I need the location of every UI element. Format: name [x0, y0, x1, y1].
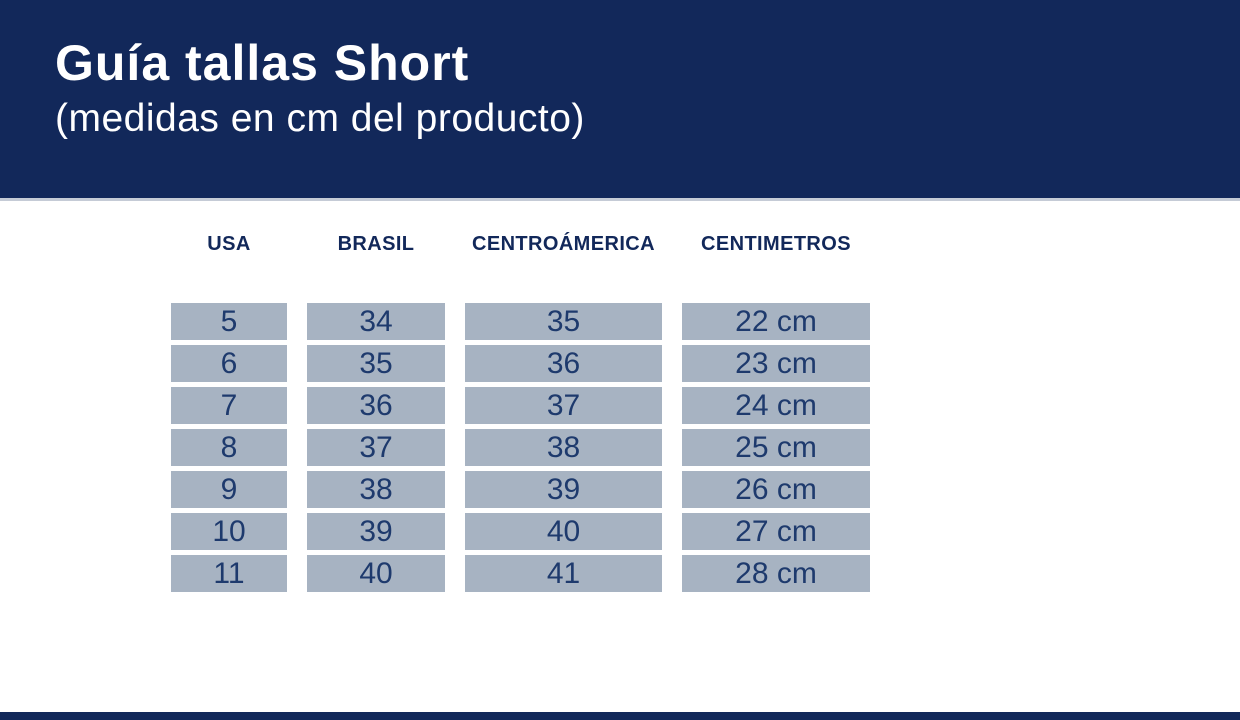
- cell-centroamerica: 36: [465, 345, 662, 382]
- table-row: 6 35 36 23 cm: [171, 345, 870, 382]
- table-row: 10 39 40 27 cm: [171, 513, 870, 550]
- cell-usa: 5: [171, 303, 287, 340]
- cell-centimetros: 26 cm: [682, 471, 870, 508]
- table-row: 11 40 41 28 cm: [171, 555, 870, 592]
- table-row: 5 34 35 22 cm: [171, 303, 870, 340]
- cell-brasil: 36: [307, 387, 445, 424]
- cell-brasil: 39: [307, 513, 445, 550]
- column-header-brasil: BRASIL: [337, 233, 415, 255]
- cell-centimetros: 27 cm: [682, 513, 870, 550]
- cell-brasil: 40: [307, 555, 445, 592]
- cell-centimetros: 24 cm: [682, 387, 870, 424]
- cell-brasil: 34: [307, 303, 445, 340]
- cell-centimetros: 28 cm: [682, 555, 870, 592]
- cell-centimetros: 23 cm: [682, 345, 870, 382]
- cell-brasil: 38: [307, 471, 445, 508]
- cell-centimetros: 22 cm: [682, 303, 870, 340]
- cell-centroamerica: 40: [465, 513, 662, 550]
- cell-brasil: 35: [307, 345, 445, 382]
- page-subtitle: (medidas en cm del producto): [55, 97, 585, 140]
- cell-centroamerica: 41: [465, 555, 662, 592]
- cell-usa: 10: [171, 513, 287, 550]
- page-title: Guía tallas Short: [55, 35, 470, 91]
- cell-brasil: 37: [307, 429, 445, 466]
- cell-centroamerica: 35: [465, 303, 662, 340]
- table-row: 7 36 37 24 cm: [171, 387, 870, 424]
- header-banner: Guía tallas Short (medidas en cm del pro…: [0, 0, 1240, 198]
- table-row: 9 38 39 26 cm: [171, 471, 870, 508]
- table-body: 5 34 35 22 cm 6 35 36 23 cm 7 36 37 24 cm 8 37 38 25 cm…: [171, 303, 870, 597]
- column-header-centimetros: CENTIMETROS: [701, 233, 851, 255]
- footer-bar: [0, 712, 1240, 720]
- cell-usa: 9: [171, 471, 287, 508]
- cell-usa: 8: [171, 429, 287, 466]
- column-header-centroamerica: CENTROÁMERICA: [472, 233, 655, 255]
- cell-centimetros: 25 cm: [682, 429, 870, 466]
- table-row: 8 37 38 25 cm: [171, 429, 870, 466]
- header-divider: [0, 198, 1240, 201]
- cell-centroamerica: 37: [465, 387, 662, 424]
- cell-usa: 7: [171, 387, 287, 424]
- cell-centroamerica: 39: [465, 471, 662, 508]
- column-header-usa: USA: [207, 233, 251, 255]
- cell-usa: 11: [171, 555, 287, 592]
- cell-centroamerica: 38: [465, 429, 662, 466]
- cell-usa: 6: [171, 345, 287, 382]
- table-header-row: USA BRASIL CENTROÁMERICA CENTIMETROS: [171, 233, 870, 256]
